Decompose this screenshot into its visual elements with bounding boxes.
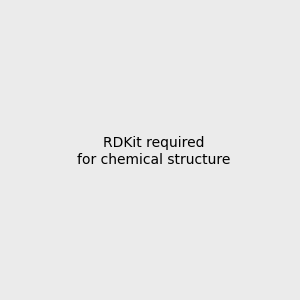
Text: RDKit required
for chemical structure: RDKit required for chemical structure [77, 136, 230, 166]
